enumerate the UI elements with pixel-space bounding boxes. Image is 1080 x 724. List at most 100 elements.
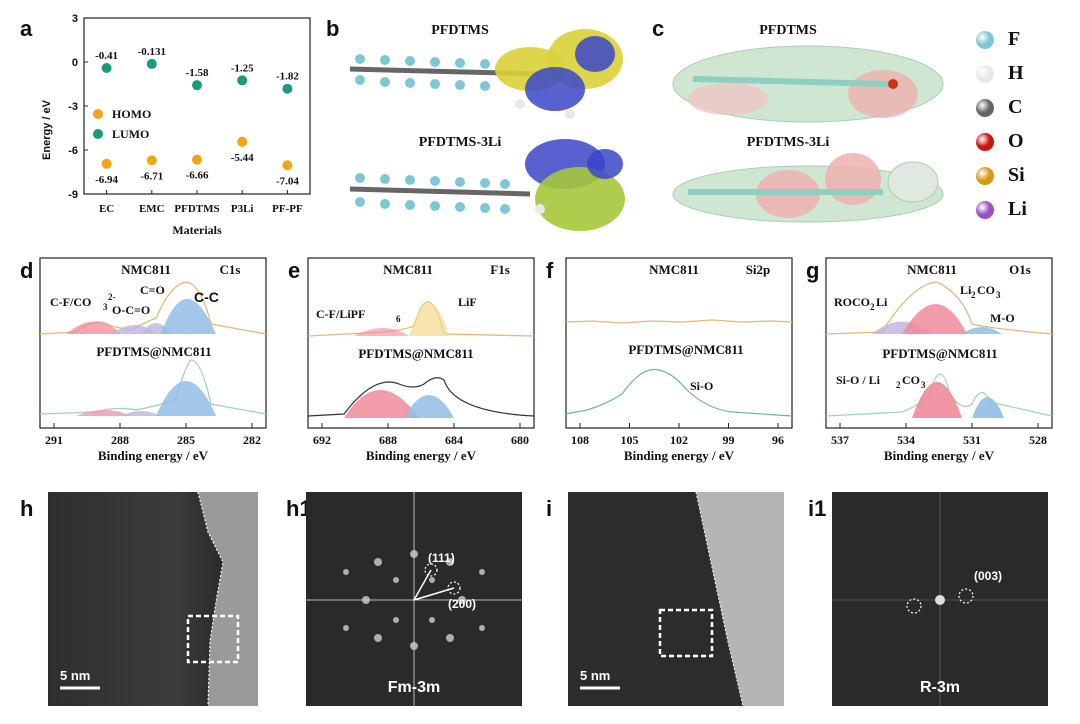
- d-peak-cf: C-F/CO: [50, 295, 91, 309]
- homo-value-label: -6.71: [140, 170, 163, 182]
- x-tick-label: 102: [670, 433, 688, 447]
- tem-image-h: 5 nm: [48, 492, 258, 706]
- y-tick-label: -6: [68, 145, 78, 157]
- molecule-top-structure: [349, 54, 541, 91]
- d-peak-co: C=O: [140, 283, 165, 297]
- f-sample-top: NMC811: [649, 262, 699, 277]
- lumo-value-label: -1.25: [231, 62, 254, 74]
- esp-surface-bottom: [672, 153, 944, 223]
- y-axis-label: Energy / eV: [41, 99, 53, 160]
- d-peak-cc: C-C: [194, 289, 219, 305]
- surface-boundary-line-i: [695, 492, 744, 706]
- atom-legend-item: H: [976, 62, 1024, 85]
- b-top-title: PFDTMS: [431, 23, 489, 38]
- esp-surface-top: [672, 45, 944, 123]
- g-sample-top: NMC811: [907, 262, 957, 277]
- f-xlabel: Binding energy / eV: [624, 448, 735, 463]
- x-tick-label: EC: [99, 203, 114, 215]
- g-peak-roco-tail: Li: [876, 295, 888, 309]
- x-tick-label: 282: [243, 433, 261, 447]
- xps-c1s-panel: NMC811 C1s C-F/CO 3 2- O-C=O C=O C-C PFD…: [39, 257, 267, 463]
- xps-f1s-panel: NMC811 F1s C-F/LiPF 6 LiF PFDTMS@NMC811 …: [307, 257, 535, 463]
- homo-point: [192, 154, 202, 165]
- charge-density-images: PFDTMS PFDTMS-3Li: [672, 23, 944, 223]
- b-bottom-title: PFDTMS-3Li: [419, 135, 502, 150]
- i1-spot-003: (003): [974, 569, 1002, 583]
- atom-symbol: H: [1008, 62, 1024, 84]
- x-tick-label: EMC: [139, 203, 165, 215]
- homo-point: [101, 158, 112, 169]
- y-tick-label: 0: [72, 57, 78, 69]
- f-sample-bottom: PFDTMS@NMC811: [628, 342, 743, 357]
- homo-point: [146, 155, 157, 166]
- x-tick-label: 684: [445, 433, 463, 447]
- atom-legend-item: C: [976, 96, 1022, 119]
- homo-orbital-lobes-bottom: [525, 139, 625, 231]
- d-sample-top: NMC811: [121, 262, 171, 277]
- atom-legend-item: O: [976, 130, 1024, 153]
- c-top-title: PFDTMS: [759, 23, 817, 38]
- x-tick-label: P3Li: [231, 203, 254, 215]
- lumo-point: [101, 63, 112, 74]
- atom-symbol: C: [1008, 96, 1023, 118]
- g-peak-sio-sub: 2: [896, 380, 901, 390]
- panel-label-b: b: [326, 16, 340, 41]
- panel-label-h: h: [20, 496, 34, 521]
- fft-image-h1: (111) (200) Fm-3m: [306, 492, 522, 706]
- g-peak-li2co3-sub: 2: [971, 290, 976, 300]
- y-tick-label: -3: [68, 101, 78, 113]
- panel-label-c: c: [652, 16, 665, 41]
- xps-si2p-panel: NMC811 Si2p PFDTMS@NMC811 Si-O 108 105 102…: [565, 257, 793, 463]
- panel-label-d: d: [20, 258, 34, 283]
- g-peak-sio: Si-O / Li: [836, 373, 881, 387]
- e-peak-cf: C-F/LiPF: [316, 307, 365, 321]
- xps-o1s-panel: NMC811 O1s ROCO 2 Li Li 2 CO 3 M-O PFDTM…: [825, 257, 1053, 463]
- x-tick-label: 291: [45, 433, 63, 447]
- atom-legend-item: F: [976, 28, 1020, 51]
- d-peak-oco: O-C=O: [112, 303, 150, 317]
- d-region: C1s: [220, 262, 241, 277]
- g-peak-li2co3-tail: CO: [977, 283, 995, 297]
- selection-box-i: [658, 608, 714, 658]
- g-peak-roco: ROCO: [834, 295, 870, 309]
- h1-spot-200: (200): [448, 597, 476, 611]
- x-tick-label: 531: [963, 433, 981, 447]
- panel-label-g: g: [806, 258, 820, 283]
- legend-homo-label: HOMO: [112, 107, 151, 121]
- homo-value-label: -6.66: [186, 170, 209, 182]
- x-tick-label: 108: [571, 433, 589, 447]
- x-tick-label: 534: [897, 433, 915, 447]
- tem-image-i: 5 nm: [568, 492, 784, 706]
- homo-value-label: -6.94: [95, 174, 118, 186]
- lumo-value-label: -0.41: [95, 50, 118, 62]
- legend-lumo-label: LUMO: [112, 127, 149, 141]
- x-tick-label: 285: [177, 433, 195, 447]
- y-tick-label: 3: [72, 13, 78, 25]
- atom-ball-icon: [976, 98, 994, 117]
- homo-point: [282, 160, 293, 171]
- selection-box: [186, 614, 240, 664]
- g-xlabel: Binding energy / eV: [884, 448, 995, 463]
- panel-label-e: e: [288, 258, 301, 283]
- lumo-value-label: -1.82: [276, 71, 299, 83]
- h1-phase-label: Fm-3m: [388, 679, 440, 696]
- atom-ball-icon: [976, 64, 994, 83]
- atom-ball-icon: [976, 30, 994, 49]
- g-peak-li2co3-sub2: 3: [996, 290, 1001, 300]
- c-bottom-title: PFDTMS-3Li: [747, 135, 830, 150]
- g-peak-sio-tail: CO: [902, 373, 920, 387]
- g-peak-mo: M-O: [990, 311, 1015, 325]
- g-region: O1s: [1009, 262, 1031, 277]
- i1-phase-label: R-3m: [920, 679, 960, 696]
- panel-label-a: a: [20, 16, 33, 41]
- x-tick-label: 537: [831, 433, 849, 447]
- g-sample-bottom: PFDTMS@NMC811: [882, 346, 997, 361]
- g-peak-sio-sub2: 3: [921, 380, 926, 390]
- e-peak-cf-sub: 6: [396, 314, 401, 324]
- x-tick-label: 105: [621, 433, 639, 447]
- g-peak-li2co3: Li: [960, 283, 972, 297]
- atom-symbol: Si: [1008, 164, 1025, 186]
- homo-value-label: -7.04: [276, 175, 299, 187]
- h1-spot-111: (111): [428, 551, 455, 565]
- g-peak-roco-sub: 2: [870, 302, 875, 312]
